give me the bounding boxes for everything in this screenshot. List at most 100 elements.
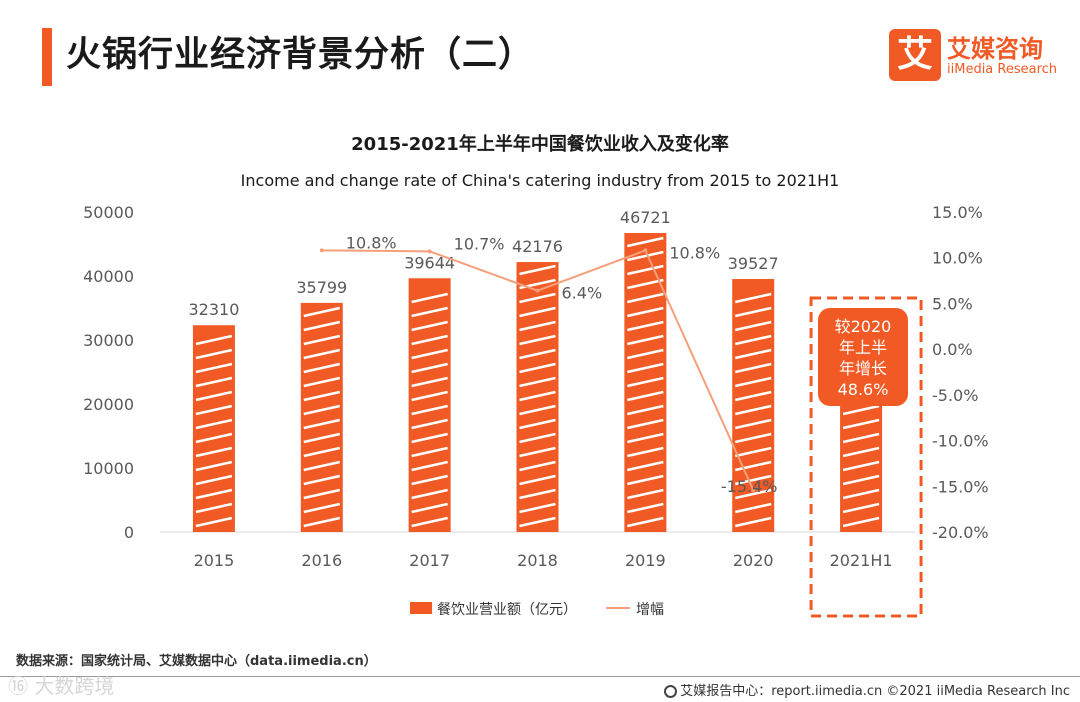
footer-text: 艾媒报告中心：report.iimedia.cn ©2021 iiMedia R… bbox=[680, 684, 1070, 699]
bar-stripe bbox=[627, 404, 664, 416]
growth-data-label: -15.4% bbox=[721, 477, 778, 496]
bar-stripe bbox=[734, 390, 772, 402]
bar-stripe bbox=[519, 376, 556, 388]
data-source: 数据来源：国家统计局、艾媒数据中心（data.iimedia.cn） bbox=[16, 654, 377, 669]
bar-stripe bbox=[842, 460, 880, 472]
bar-stripe bbox=[519, 418, 556, 430]
growth-point bbox=[427, 249, 432, 254]
legend-line-label: 增幅 bbox=[636, 602, 664, 618]
bar-stripe bbox=[519, 390, 556, 402]
bar-stripe bbox=[519, 488, 556, 500]
bar-stripe bbox=[303, 446, 341, 458]
bar-stripe bbox=[195, 348, 233, 360]
bar-stripe bbox=[411, 348, 448, 360]
bar-stripe bbox=[519, 474, 556, 486]
bar-stripe bbox=[195, 460, 233, 472]
bar-stripe bbox=[195, 334, 233, 346]
bar-stripe bbox=[411, 474, 448, 486]
bar-stripe bbox=[734, 404, 772, 416]
y-right-tick-label: -20.0% bbox=[932, 523, 989, 542]
growth-point bbox=[535, 288, 540, 293]
bar-stripe bbox=[303, 376, 341, 388]
bar-stripe bbox=[411, 404, 448, 416]
bar-stripe bbox=[627, 334, 664, 346]
legend-bar-label: 餐饮业营业额（亿元） bbox=[437, 602, 577, 618]
bar-stripe bbox=[519, 362, 556, 374]
x-tick-label: 2018 bbox=[517, 551, 558, 570]
y-left-tick-label: 30000 bbox=[83, 331, 134, 350]
bar-stripe bbox=[627, 348, 664, 360]
bar-stripe bbox=[195, 488, 233, 500]
bar-stripe bbox=[519, 502, 556, 514]
bar-stripe bbox=[411, 376, 448, 388]
callout-text: 年增长 bbox=[839, 359, 887, 378]
bar-stripe bbox=[842, 404, 880, 416]
bar-stripe bbox=[303, 362, 341, 374]
bar-stripe bbox=[411, 320, 448, 332]
y-right-tick-label: 0.0% bbox=[932, 340, 973, 359]
growth-point bbox=[643, 248, 648, 253]
bar-stripe bbox=[734, 418, 772, 430]
bar-stripe bbox=[411, 334, 448, 346]
bar-stripe bbox=[734, 320, 772, 332]
highlight-box bbox=[809, 296, 923, 618]
bar-data-label: 39644 bbox=[404, 253, 455, 272]
y-right-tick-label: -15.0% bbox=[932, 477, 989, 496]
growth-point bbox=[319, 248, 324, 253]
bar-stripe bbox=[519, 446, 556, 458]
bar-stripe bbox=[734, 502, 772, 514]
growth-data-label: 6.4% bbox=[562, 284, 603, 303]
bar-data-label: 46721 bbox=[620, 208, 671, 227]
bar-stripe bbox=[303, 418, 341, 430]
logo-chinese-name: 艾媒咨询 bbox=[947, 35, 1043, 63]
title-accent-bar bbox=[42, 28, 52, 86]
chart-subtitle: Income and change rate of China's cateri… bbox=[241, 171, 840, 190]
logo-english-name: iiMedia Research bbox=[947, 62, 1058, 77]
bar-stripe bbox=[842, 418, 880, 430]
y-left-tick-label: 20000 bbox=[83, 395, 134, 414]
bar-stripe bbox=[303, 516, 341, 528]
growth-data-label: 10.8% bbox=[346, 233, 397, 252]
bar-stripe bbox=[195, 432, 233, 444]
bar-stripe bbox=[411, 460, 448, 472]
callout-text: 年上半 bbox=[839, 338, 887, 357]
globe-icon bbox=[664, 685, 678, 698]
x-tick-label: 2020 bbox=[733, 551, 774, 570]
bar-stripe bbox=[842, 516, 880, 528]
bar-stripe bbox=[195, 516, 233, 528]
x-tick-label: 2017 bbox=[409, 551, 450, 570]
bar-stripe bbox=[627, 418, 664, 430]
bar-data-label: 32310 bbox=[188, 300, 239, 319]
page-title: 火锅行业经济背景分析（二） bbox=[66, 35, 535, 75]
chart-container: 2015-2021年上半年中国餐饮业收入及变化率 Income and chang… bbox=[0, 120, 1080, 630]
growth-data-label: 10.7% bbox=[454, 234, 505, 253]
bar-stripe bbox=[627, 362, 664, 374]
bar-stripe bbox=[303, 390, 341, 402]
bar-stripe bbox=[303, 320, 341, 332]
bar-stripe bbox=[519, 320, 556, 332]
y-right-tick-label: 5.0% bbox=[932, 294, 973, 313]
y-left-tick-label: 0 bbox=[124, 523, 134, 542]
bar-stripe bbox=[303, 432, 341, 444]
bar-stripe bbox=[411, 446, 448, 458]
bar-stripe bbox=[519, 264, 556, 276]
y-right-tick-label: 10.0% bbox=[932, 249, 983, 268]
bar-stripe bbox=[627, 236, 664, 248]
logo-mark-icon: 艾 bbox=[889, 29, 941, 81]
bar-stripe bbox=[519, 404, 556, 416]
bar-stripe bbox=[627, 306, 664, 318]
bar-stripe bbox=[734, 362, 772, 374]
bar-stripe bbox=[303, 334, 341, 346]
bar-stripe bbox=[734, 348, 772, 360]
bar-stripe bbox=[627, 488, 664, 500]
bar-stripe bbox=[627, 432, 664, 444]
bar-data-label: 39527 bbox=[728, 254, 779, 273]
callout-text: 较2020 bbox=[835, 317, 892, 336]
bar-stripe bbox=[411, 292, 448, 304]
bar-stripe bbox=[627, 390, 664, 402]
bar-stripe bbox=[411, 390, 448, 402]
y-right-tick-label: -10.0% bbox=[932, 432, 989, 451]
bar-stripe bbox=[734, 460, 772, 472]
legend-bar-swatch bbox=[410, 602, 432, 614]
bar-stripe bbox=[842, 446, 880, 458]
